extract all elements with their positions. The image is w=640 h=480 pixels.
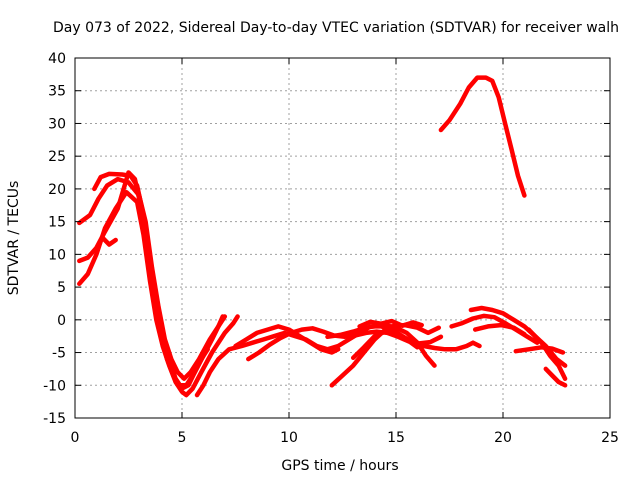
series-line-pass-l [357,318,424,329]
y-tick-label: 15 [48,215,66,231]
y-tick-label: -10 [43,378,66,394]
x-tick-label: 15 [387,430,405,446]
series-line-pass-n [468,305,568,368]
series-line-pass-e [92,171,210,391]
x-axis-label: GPS time / hours [281,458,398,474]
x-tick-label: 10 [280,430,298,446]
y-tick-label: 20 [48,182,66,198]
x-tick-label: 20 [494,430,512,446]
y-tick-label: 5 [57,280,66,296]
series-line-pass-d [100,235,118,247]
y-tick-label: 10 [48,247,66,263]
x-tick-label: 0 [71,430,80,446]
y-tick-label: 25 [48,149,66,165]
chart-title: Day 073 of 2022, Sidereal Day-to-day VTE… [53,20,619,36]
grid [75,58,610,418]
y-tick-label: 35 [48,84,66,100]
y-tick-label: -5 [52,346,66,362]
series-line-pass-q [513,345,566,355]
plot-frame [74,57,611,419]
y-tick-label: -15 [43,411,66,427]
series-line-pass-k [325,322,442,340]
series-line-pass-g [233,324,341,355]
y-tick-label: 0 [57,313,66,329]
y-tick-label: 30 [48,116,66,132]
series-layer [77,75,568,398]
tick-layer: 0 5 10 15 20 25 -15 -10 -5 0 5 10 15 20 25 30 35 40 [43,51,619,446]
y-tick-label: 40 [48,51,66,67]
series-line-pass-m [438,75,527,198]
series-line-pass-r [543,366,568,388]
x-tick-label: 5 [178,430,187,446]
series-line-pass-p [472,322,527,337]
series-line-pass-j [350,329,420,361]
y-axis-label: SDTVAR / TECUs [6,181,22,296]
x-tick-label: 25 [601,430,619,446]
series-line-pass-s [526,327,568,381]
